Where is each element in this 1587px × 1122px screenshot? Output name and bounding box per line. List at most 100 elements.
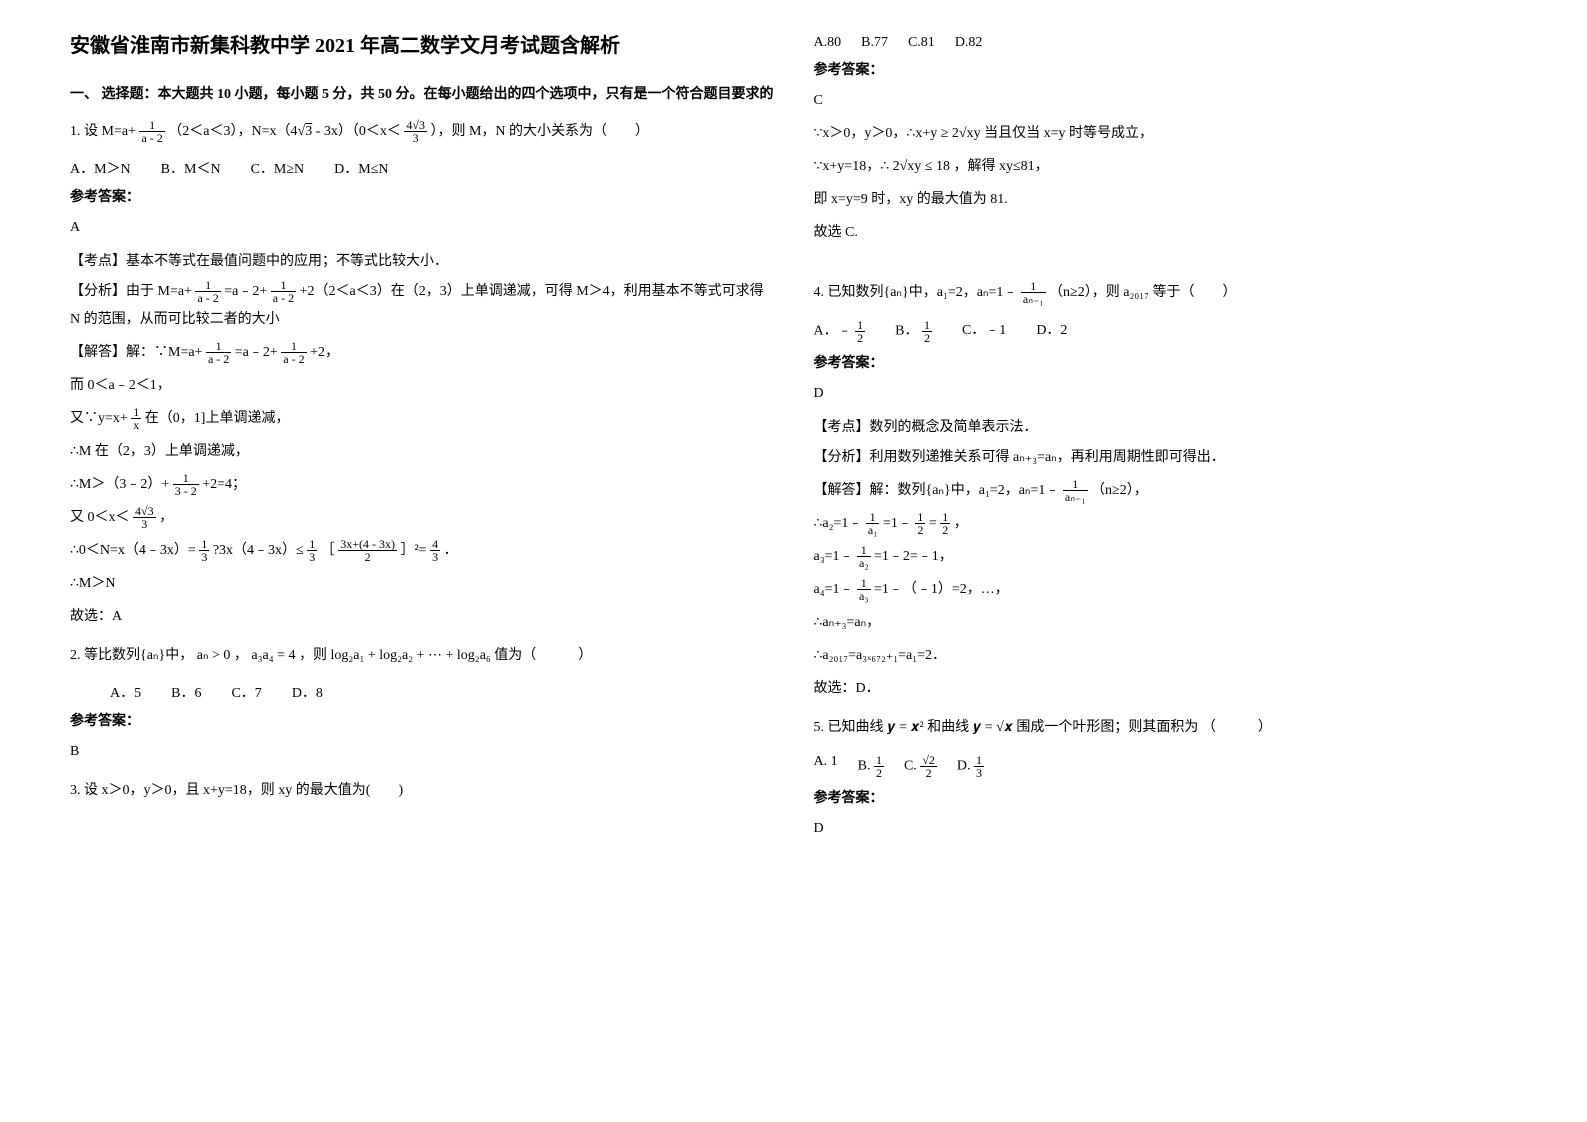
q2-options: A．5 B．6 C．7 D．8 bbox=[110, 682, 774, 702]
q3-line1: ∵x＞0，y＞0，∴x+y ≥ 2√xy 当且仅当 x=y 时等号成立， bbox=[814, 120, 1518, 148]
q1-frac-13b: 13 bbox=[307, 538, 317, 563]
q4-line3-prefix: a₄=1﹣ bbox=[814, 582, 854, 597]
q4-solve: 【解答】解：数列{aₙ}中，a₁=2，aₙ=1﹣ 1aₙ₋₁ （n≥2）， bbox=[814, 477, 1518, 505]
q4-line2: a₃=1﹣ 1a₂ =1﹣2=﹣1， bbox=[814, 543, 1518, 571]
q4-option-a: A．﹣ 12 bbox=[814, 319, 866, 344]
q1-text-end: ），则 M，N 的大小关系为（ ） bbox=[430, 124, 649, 139]
question-5: 5. 已知曲线 𝒚 = 𝒙² 和曲线 𝒚 = √𝒙 围成一个叶形图；则其面积为 … bbox=[814, 713, 1518, 744]
q1-answer-label: 参考答案： bbox=[70, 186, 774, 206]
q1-line4-prefix: ∴M＞（3﹣2）+ bbox=[70, 477, 169, 492]
q1-line6-prefix: ∴0＜N=x（4﹣3x）= bbox=[70, 543, 196, 558]
q2-option-b: B．6 bbox=[171, 682, 201, 702]
q1-analysis: 【分析】由于 M=a+ 1a - 2 =a﹣2+ 1a - 2 +2（2＜a＜3… bbox=[70, 278, 774, 334]
q1-line4: ∴M＞（3﹣2）+ 13 - 2 +2=4； bbox=[70, 471, 774, 499]
q4-line3-end: =1﹣（﹣1）=2，…， bbox=[874, 582, 1009, 597]
q1-analysis-mid1: =a﹣2+ bbox=[224, 284, 267, 299]
q1-line6: ∴0＜N=x（4﹣3x）= 13 ?3x（4﹣3x）≤ 13 ［ 3x+(4 -… bbox=[70, 537, 774, 565]
q4-line4: ∴aₙ₊₃=aₙ， bbox=[814, 609, 1518, 637]
q1-analysis-frac2: 1a - 2 bbox=[271, 279, 296, 304]
q5-answer-label: 参考答案： bbox=[814, 787, 1518, 807]
q3-line4: 故选 C. bbox=[814, 219, 1518, 247]
q4-frac-a2: 1a₂ bbox=[857, 544, 871, 569]
q1-frac-x: 1x bbox=[131, 406, 141, 431]
q1-solve: 【解答】解：∵M=a+ 1a - 2 =a﹣2+ 1a - 2 +2， bbox=[70, 339, 774, 367]
q1-option-c: C．M≥N bbox=[251, 158, 305, 178]
q1-sqrt: √3 bbox=[298, 124, 313, 139]
q1-line5-prefix: 又 0＜x＜ bbox=[70, 510, 130, 525]
q1-line6-mid3: ］²= bbox=[400, 543, 426, 558]
q1-line1: 而 0＜a﹣2＜1， bbox=[70, 372, 774, 400]
q1-line2-end: 在（0，1]上单调递减， bbox=[145, 411, 290, 426]
q5-optB-prefix: B. bbox=[858, 758, 874, 773]
q3-answer-label: 参考答案： bbox=[814, 59, 1518, 79]
q1-solve-mid1: =a﹣2+ bbox=[235, 345, 278, 360]
q2-option-d: D．8 bbox=[292, 682, 323, 702]
q1-point: 【考点】基本不等式在最值问题中的应用；不等式比较大小． bbox=[70, 250, 774, 270]
q4-optB-frac: 12 bbox=[922, 319, 932, 344]
q5-optC-frac: √22 bbox=[920, 754, 937, 779]
q1-answer: A bbox=[70, 214, 774, 242]
q1-solve-label: 【解答】解：∵M=a+ bbox=[70, 345, 202, 360]
q1-frac1: 1a - 2 bbox=[139, 119, 164, 144]
q1-line6-end: ． bbox=[444, 543, 458, 558]
q4-line3: a₄=1﹣ 1a₃ =1﹣（﹣1）=2，…， bbox=[814, 576, 1518, 604]
q1-frac-big: 3x+(4 - 3x)2 bbox=[338, 538, 397, 563]
q4-solve-prefix: 【解答】解：数列{aₙ}中，a₁=2，aₙ=1﹣ bbox=[814, 483, 1060, 498]
q4-point: 【考点】数列的概念及简单表示法． bbox=[814, 416, 1518, 436]
q4-solve-end: （n≥2）， bbox=[1091, 483, 1148, 498]
q3-line3: 即 x=y=9 时，xy 的最大值为 81. bbox=[814, 186, 1518, 214]
q1-analysis-prefix: 【分析】由于 M=a+ bbox=[70, 284, 192, 299]
q3-answer: C bbox=[814, 87, 1518, 115]
q4-line5: ∴a₂₀₁₇=a₃ₓ₆₇₂₊₁=a₁=2． bbox=[814, 642, 1518, 670]
q5-option-a: A. 1 bbox=[814, 754, 838, 779]
q1-frac-43b: 43 bbox=[430, 538, 440, 563]
q1-option-a: A．M＞N bbox=[70, 158, 131, 178]
q2-option-a: A．5 bbox=[110, 682, 141, 702]
q3-option-c: C.81 bbox=[908, 35, 935, 51]
q5-option-c: C. √22 bbox=[904, 754, 937, 779]
q5-option-d: D. 13 bbox=[957, 754, 984, 779]
q2-answer: B bbox=[70, 738, 774, 766]
q5-optC-prefix: C. bbox=[904, 758, 920, 773]
q1-line2: 又∵y=x+ 1x 在（0，1]上单调递减， bbox=[70, 405, 774, 433]
q1-frac-13a: 13 bbox=[199, 538, 209, 563]
q1-line2-prefix: 又∵y=x+ bbox=[70, 411, 128, 426]
question-1: 1. 设 M=a+ 1a - 2 （2＜a＜3），N=x（4√3 - 3x）（0… bbox=[70, 117, 774, 148]
q4-line6: 故选：D． bbox=[814, 675, 1518, 703]
q4-frac-a1: 1a₁ bbox=[866, 511, 880, 536]
q1-line4-end: +2=4； bbox=[202, 477, 246, 492]
q3-line2: ∵x+y=18，∴ 2√xy ≤ 18 ，解得 xy≤81， bbox=[814, 153, 1518, 181]
q4-option-c: C．﹣1 bbox=[962, 319, 1006, 344]
q4-frac-12b: 12 bbox=[940, 511, 950, 536]
q4-frac: 1aₙ₋₁ bbox=[1021, 280, 1046, 305]
q2-answer-label: 参考答案： bbox=[70, 710, 774, 730]
q1-line6-mid2: ［ bbox=[321, 543, 335, 558]
q4-text-end: （n≥2），则 a₂₀₁₇ 等于（ ） bbox=[1049, 285, 1236, 300]
q4-optA-frac: 12 bbox=[855, 319, 865, 344]
q5-optD-prefix: D. bbox=[957, 758, 974, 773]
q5-answer: D bbox=[814, 815, 1518, 843]
q4-answer: D bbox=[814, 380, 1518, 408]
q4-solve-frac: 1aₙ₋₁ bbox=[1063, 478, 1088, 503]
q1-text-prefix: 1. 设 M=a+ bbox=[70, 124, 136, 139]
q4-line1-eq: = bbox=[929, 516, 937, 531]
question-2: 2. 等比数列{aₙ}中， aₙ > 0 ， a₃a₄ = 4 ，则 log₂a… bbox=[70, 641, 774, 672]
q5-options: A. 1 B. 12 C. √22 D. 13 bbox=[814, 754, 1518, 779]
q1-text-mid2: - 3x）（0＜x＜ bbox=[312, 124, 401, 139]
q1-frac2: 4√33 bbox=[404, 119, 427, 144]
q3-option-a: A.80 bbox=[814, 35, 842, 51]
q3-option-b: B.77 bbox=[861, 35, 888, 51]
q4-text-prefix: 4. 已知数列{aₙ}中，a₁=2，aₙ=1﹣ bbox=[814, 285, 1018, 300]
q4-line2-end: =1﹣2=﹣1， bbox=[874, 549, 953, 564]
q1-option-d: D．M≤N bbox=[334, 158, 388, 178]
q1-line6-mid1: ?3x（4﹣3x）≤ bbox=[213, 543, 304, 558]
q4-optA-prefix: A．﹣ bbox=[814, 324, 852, 339]
left-column: 安徽省淮南市新集科教中学 2021 年高二数学文月考试题含解析 一、 选择题：本… bbox=[50, 30, 794, 1092]
q1-frac-43a: 4√33 bbox=[133, 505, 156, 530]
q4-line1-prefix: ∴a₂=1﹣ bbox=[814, 516, 863, 531]
q2-option-c: C．7 bbox=[231, 682, 261, 702]
q4-answer-label: 参考答案： bbox=[814, 352, 1518, 372]
q1-line7: ∴M＞N bbox=[70, 570, 774, 598]
q1-solve-mid2: +2， bbox=[310, 345, 339, 360]
q1-solve-frac1: 1a - 2 bbox=[206, 340, 231, 365]
